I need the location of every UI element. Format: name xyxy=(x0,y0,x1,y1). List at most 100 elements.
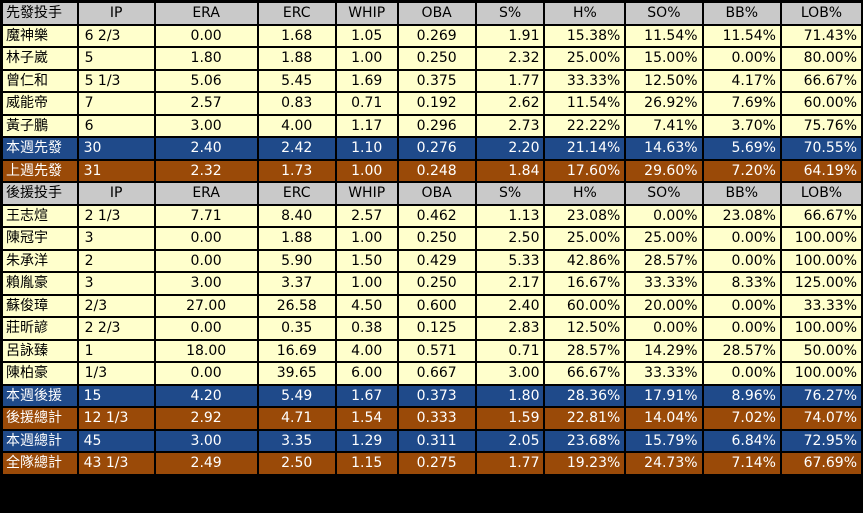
summary-row: 後援總計 12 1/3 2.92 4.71 1.54 0.333 1.59 22.81% 14.… xyxy=(3,408,861,429)
stat-cell: 2.49 xyxy=(155,453,257,474)
stat-cell: 25.00% xyxy=(545,48,625,69)
stat-cell: 2.40 xyxy=(476,295,544,316)
stat-cell: 2.73 xyxy=(476,115,544,136)
stat-cell: 4.17% xyxy=(703,70,780,91)
table-row: 蘇俊璋 2/3 27.00 26.58 4.50 0.600 2.40 60.00% 20.00… xyxy=(3,295,861,316)
stat-cell: 12.50% xyxy=(545,318,625,339)
stat-cell: 14.29% xyxy=(626,340,702,361)
stat-cell: 23.68% xyxy=(545,430,625,451)
stat-cell: 2.05 xyxy=(476,430,544,451)
row-label: 賴胤豪 xyxy=(3,273,77,294)
stat-cell: 8.40 xyxy=(258,205,335,226)
stat-cell: 26.58 xyxy=(258,295,335,316)
stat-cell: 1.91 xyxy=(476,25,544,46)
stat-cell: 2.83 xyxy=(476,318,544,339)
stat-cell: OBA xyxy=(398,183,475,204)
header-row: 後援投手 IP ERA ERC WHIP OBA S% H% SO% BB% LOB% xyxy=(3,183,861,204)
stat-cell: 0.250 xyxy=(398,228,475,249)
row-label: 本週先發 xyxy=(3,138,77,159)
stat-cell: 2.92 xyxy=(155,408,257,429)
stat-cell: 1.10 xyxy=(336,138,397,159)
stat-cell: 0.00 xyxy=(155,318,257,339)
stat-cell: 0.38 xyxy=(336,318,397,339)
stat-cell: ERC xyxy=(258,183,335,204)
stat-cell: ERA xyxy=(155,183,257,204)
stat-cell: 100.00% xyxy=(781,318,861,339)
stat-cell: 0.00 xyxy=(155,250,257,271)
stat-cell: 0.00% xyxy=(626,318,702,339)
stat-cell: 31 xyxy=(78,160,154,181)
stat-cell: 2.42 xyxy=(258,138,335,159)
stat-cell: 7.71 xyxy=(155,205,257,226)
stat-cell: 71.43% xyxy=(781,25,861,46)
stat-cell: 66.67% xyxy=(781,205,861,226)
stat-cell: 11.54% xyxy=(703,25,780,46)
stat-cell: 11.54% xyxy=(545,93,625,114)
stat-cell: 24.73% xyxy=(626,453,702,474)
summary-row: 上週先發 31 2.32 1.73 1.00 0.248 1.84 17.60% 29.60% 7… xyxy=(3,160,861,181)
stat-cell: 16.69 xyxy=(258,340,335,361)
stat-cell: 1.80 xyxy=(476,385,544,406)
row-label: 曾仁和 xyxy=(3,70,77,91)
stat-cell: 1.88 xyxy=(258,48,335,69)
stat-cell: 2.32 xyxy=(476,48,544,69)
stat-cell: 15.00% xyxy=(626,48,702,69)
table-row: 賴胤豪 3 3.00 3.37 1.00 0.250 2.17 16.67% 33.33% 8.3… xyxy=(3,273,861,294)
stat-cell: BB% xyxy=(703,183,780,204)
table-row: 曾仁和 5 1/3 5.06 5.45 1.69 0.375 1.77 33.33% 12.50… xyxy=(3,70,861,91)
stat-cell: 0.600 xyxy=(398,295,475,316)
stat-cell: 0.00% xyxy=(703,250,780,271)
stat-cell: 1.77 xyxy=(476,453,544,474)
stat-cell: 12.50% xyxy=(626,70,702,91)
stat-cell: 0.248 xyxy=(398,160,475,181)
row-label: 上週先發 xyxy=(3,160,77,181)
stat-cell: 21.14% xyxy=(545,138,625,159)
stat-cell: 1.68 xyxy=(258,25,335,46)
stat-cell: 6.00 xyxy=(336,363,397,384)
stat-cell: 75.76% xyxy=(781,115,861,136)
table-row: 陳冠宇 3 0.00 1.88 1.00 0.250 2.50 25.00% 25.00% 0.0… xyxy=(3,228,861,249)
stat-cell: IP xyxy=(78,3,154,24)
stat-cell: 5.90 xyxy=(258,250,335,271)
stat-cell: 5.69% xyxy=(703,138,780,159)
stat-cell: 0.571 xyxy=(398,340,475,361)
stat-cell: 1.05 xyxy=(336,25,397,46)
row-label: 陳冠宇 xyxy=(3,228,77,249)
table-row: 朱承洋 2 0.00 5.90 1.50 0.429 5.33 42.86% 28.57% 0.0… xyxy=(3,250,861,271)
stat-cell: 80.00% xyxy=(781,48,861,69)
stat-cell: 0.462 xyxy=(398,205,475,226)
stat-cell: 1.00 xyxy=(336,160,397,181)
stat-cell: 28.57% xyxy=(545,340,625,361)
stat-cell: 3.00 xyxy=(155,273,257,294)
stat-cell: 27.00 xyxy=(155,295,257,316)
stat-cell: 6.84% xyxy=(703,430,780,451)
stat-cell: 1.15 xyxy=(336,453,397,474)
stat-cell: 125.00% xyxy=(781,273,861,294)
stat-cell: 7.69% xyxy=(703,93,780,114)
stat-cell: 0.375 xyxy=(398,70,475,91)
row-label: 蘇俊璋 xyxy=(3,295,77,316)
stat-cell: 4.71 xyxy=(258,408,335,429)
stat-cell: 2.57 xyxy=(155,93,257,114)
stat-cell: 0.333 xyxy=(398,408,475,429)
row-label: 王志煊 xyxy=(3,205,77,226)
stat-cell: 2.32 xyxy=(155,160,257,181)
stat-cell: SO% xyxy=(626,183,702,204)
stat-cell: 76.27% xyxy=(781,385,861,406)
stat-cell: 8.33% xyxy=(703,273,780,294)
stat-cell: 2.17 xyxy=(476,273,544,294)
row-label: 先發投手 xyxy=(3,3,77,24)
row-label: 呂詠臻 xyxy=(3,340,77,361)
stat-cell: 26.92% xyxy=(626,93,702,114)
stat-cell: LOB% xyxy=(781,183,861,204)
row-label: 後援總計 xyxy=(3,408,77,429)
stat-cell: 1.00 xyxy=(336,48,397,69)
stat-cell: 2.20 xyxy=(476,138,544,159)
stat-cell: 14.04% xyxy=(626,408,702,429)
stat-cell: ERC xyxy=(258,3,335,24)
stat-cell: 28.36% xyxy=(545,385,625,406)
stat-cell: 0.311 xyxy=(398,430,475,451)
stat-cell: 1.00 xyxy=(336,273,397,294)
stat-cell: 23.08% xyxy=(545,205,625,226)
row-label: 全隊總計 xyxy=(3,453,77,474)
